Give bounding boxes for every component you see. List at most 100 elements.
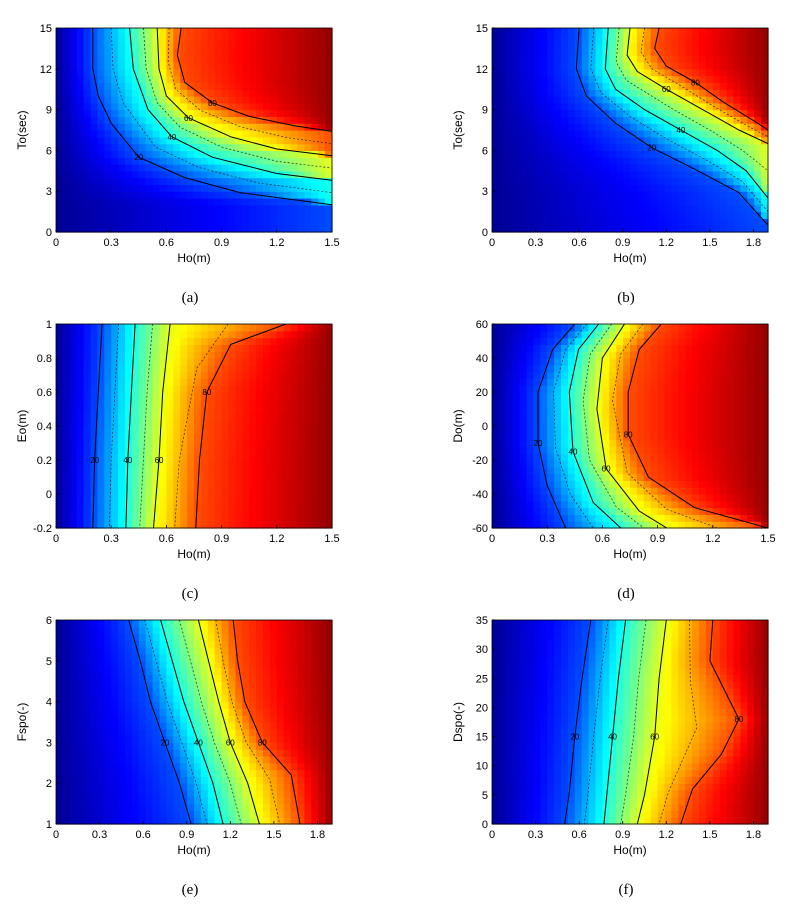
heatmap-cell (498, 123, 507, 131)
heatmap-cell (547, 75, 555, 83)
heatmap-cell (705, 398, 714, 407)
heatmap-cell (747, 487, 755, 495)
heatmap-cell (705, 28, 714, 36)
heatmap-cell (104, 494, 112, 502)
heatmap-cell (761, 480, 769, 488)
heatmap-cell (276, 198, 285, 206)
heatmap-cell (173, 143, 181, 151)
heatmap-cell (657, 398, 666, 407)
heatmap-cell (207, 184, 216, 192)
heatmap-cell (76, 473, 85, 481)
heatmap-cell (498, 344, 507, 352)
heatmap-cell (554, 494, 562, 502)
heatmap-cell (754, 480, 762, 488)
heatmap-cell (194, 500, 202, 509)
heatmap-cell (650, 358, 659, 366)
heatmap-cell (609, 480, 617, 488)
heatmap-cell (540, 419, 548, 427)
heatmap-cell (173, 82, 181, 90)
heatmap-cell (283, 218, 292, 226)
heatmap-cell (740, 211, 748, 219)
heatmap-cell (561, 480, 569, 488)
heatmap-cell (712, 191, 721, 199)
heatmap-cell (643, 136, 652, 145)
heatmap-cell (754, 507, 762, 515)
heatmap-cell (740, 330, 748, 339)
heatmap-cell (726, 41, 735, 49)
heatmap-cell (187, 392, 195, 400)
heatmap-cell (200, 62, 209, 70)
contour-line (626, 28, 768, 145)
heatmap-cell (242, 337, 250, 345)
heatmap-cell (256, 521, 264, 529)
heatmap-cell (131, 218, 140, 226)
heatmap-cell (630, 68, 638, 77)
heatmap-cell (719, 75, 728, 83)
heatmap-cell (712, 487, 721, 495)
heatmap-cell (304, 48, 312, 56)
heatmap-cell (200, 473, 209, 481)
heatmap-cell (111, 143, 119, 151)
y-tick-label: 15 (476, 23, 488, 35)
heatmap-cell (699, 412, 707, 420)
heatmap-cell (492, 96, 500, 104)
heatmap-cell (90, 177, 98, 185)
heatmap-cell (180, 378, 188, 386)
heatmap-cell (512, 184, 521, 192)
heatmap-cell (221, 68, 230, 77)
heatmap-cell (318, 143, 326, 151)
heatmap-cell (166, 432, 174, 441)
heatmap-cell (740, 439, 748, 447)
heatmap-cell (311, 500, 319, 509)
heatmap-cell (678, 68, 686, 77)
heatmap-cell (519, 123, 528, 131)
heatmap-cell (111, 330, 119, 339)
heatmap-cell (561, 514, 569, 522)
heatmap-cell (664, 371, 672, 379)
heatmap-cell (712, 75, 721, 83)
heatmap-cell (671, 198, 679, 206)
heatmap-cell (740, 48, 748, 56)
heatmap-cell (602, 109, 610, 117)
heatmap-cell (705, 351, 714, 359)
heatmap-cell (726, 487, 735, 495)
heatmap-cell (609, 330, 617, 339)
heatmap-cell (249, 412, 257, 420)
heatmap-cell (636, 55, 645, 63)
heatmap-cell (152, 191, 161, 199)
heatmap-cell (595, 351, 603, 359)
heatmap-cell (664, 344, 672, 352)
heatmap-cell (726, 351, 735, 359)
heatmap-cell (498, 177, 507, 185)
heatmap-cell (290, 500, 299, 509)
heatmap-cell (97, 487, 105, 495)
heatmap-cell (726, 28, 735, 36)
heatmap-cell (318, 378, 326, 386)
heatmap-cell (574, 89, 583, 97)
heatmap-cell (699, 177, 707, 185)
heatmap-cell (657, 405, 666, 413)
heatmap-cell (235, 521, 243, 529)
heatmap-cell (180, 184, 188, 192)
heatmap-cell (636, 68, 645, 77)
heatmap-cell (574, 218, 583, 226)
heatmap-cell (145, 371, 154, 379)
heatmap-cell (283, 177, 292, 185)
heatmap-cell (740, 89, 748, 97)
heatmap-cell (200, 130, 209, 138)
heatmap-cell (754, 378, 762, 386)
heatmap-cell (719, 34, 728, 43)
heatmap-cell (235, 82, 243, 90)
heatmap-cell (533, 514, 541, 522)
heatmap-cell (159, 453, 167, 461)
heatmap-cell (290, 68, 299, 77)
heatmap-cell (104, 473, 112, 481)
heatmap-cell (657, 34, 666, 43)
heatmap-cell (678, 426, 686, 434)
heatmap-cell (733, 55, 741, 63)
heatmap-cell (554, 466, 562, 475)
heatmap-cell (636, 41, 645, 49)
heatmap-cell (131, 439, 140, 447)
heatmap-cell (588, 89, 597, 97)
heatmap-cell (69, 426, 78, 434)
